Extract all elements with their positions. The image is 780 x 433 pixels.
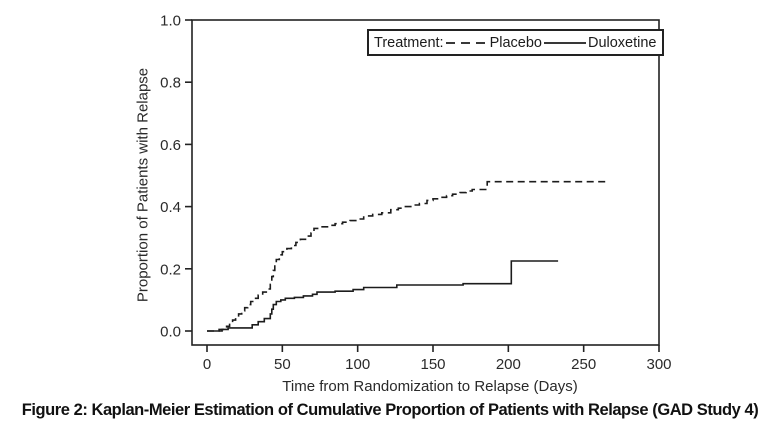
placebo-curve bbox=[207, 180, 607, 332]
y-tick-label: 0.8 bbox=[160, 75, 181, 92]
y-tick-label: 0.0 bbox=[160, 324, 181, 341]
x-tick-label: 0 bbox=[203, 356, 211, 373]
legend-label-duloxetine: Duloxetine bbox=[587, 34, 657, 51]
legend-title: Treatment: bbox=[374, 34, 444, 51]
x-tick-label: 100 bbox=[345, 356, 370, 373]
y-tick-label: 0.4 bbox=[160, 199, 181, 216]
y-axis-label: Proportion of Patients with Relapse bbox=[134, 67, 152, 303]
y-axis-ticks: 1.0 0.8 0.6 0.4 0.2 0.0 bbox=[160, 13, 192, 341]
plot-frame bbox=[191, 19, 660, 346]
y-tick-label: 0.2 bbox=[160, 261, 181, 278]
series-curves bbox=[207, 180, 607, 332]
x-tick-label: 200 bbox=[496, 356, 521, 373]
legend-label-placebo: Placebo bbox=[489, 34, 542, 51]
x-tick-label: 250 bbox=[571, 356, 596, 373]
x-tick-label: 300 bbox=[646, 356, 671, 373]
figure-caption: Figure 2: Kaplan-Meier Estimation of Cum… bbox=[21, 401, 759, 419]
legend-box: Treatment: Placebo Duloxetine bbox=[367, 29, 664, 56]
duloxetine-curve bbox=[207, 260, 559, 332]
solid-line-sample bbox=[543, 41, 586, 44]
x-tick-label: 150 bbox=[420, 356, 445, 373]
chart-svg: 1.0 0.8 0.6 0.4 0.2 0.0 0 50 100 150 200 250 300 bbox=[160, 13, 672, 374]
x-axis-label: Time from Randomization to Relapse (Days… bbox=[282, 378, 578, 395]
x-axis-ticks: 0 50 100 150 200 250 300 bbox=[203, 345, 672, 373]
y-tick-label: 0.6 bbox=[160, 137, 181, 154]
dashed-line-sample bbox=[445, 41, 488, 44]
y-tick-label: 1.0 bbox=[160, 13, 181, 30]
x-tick-label: 50 bbox=[274, 356, 291, 373]
